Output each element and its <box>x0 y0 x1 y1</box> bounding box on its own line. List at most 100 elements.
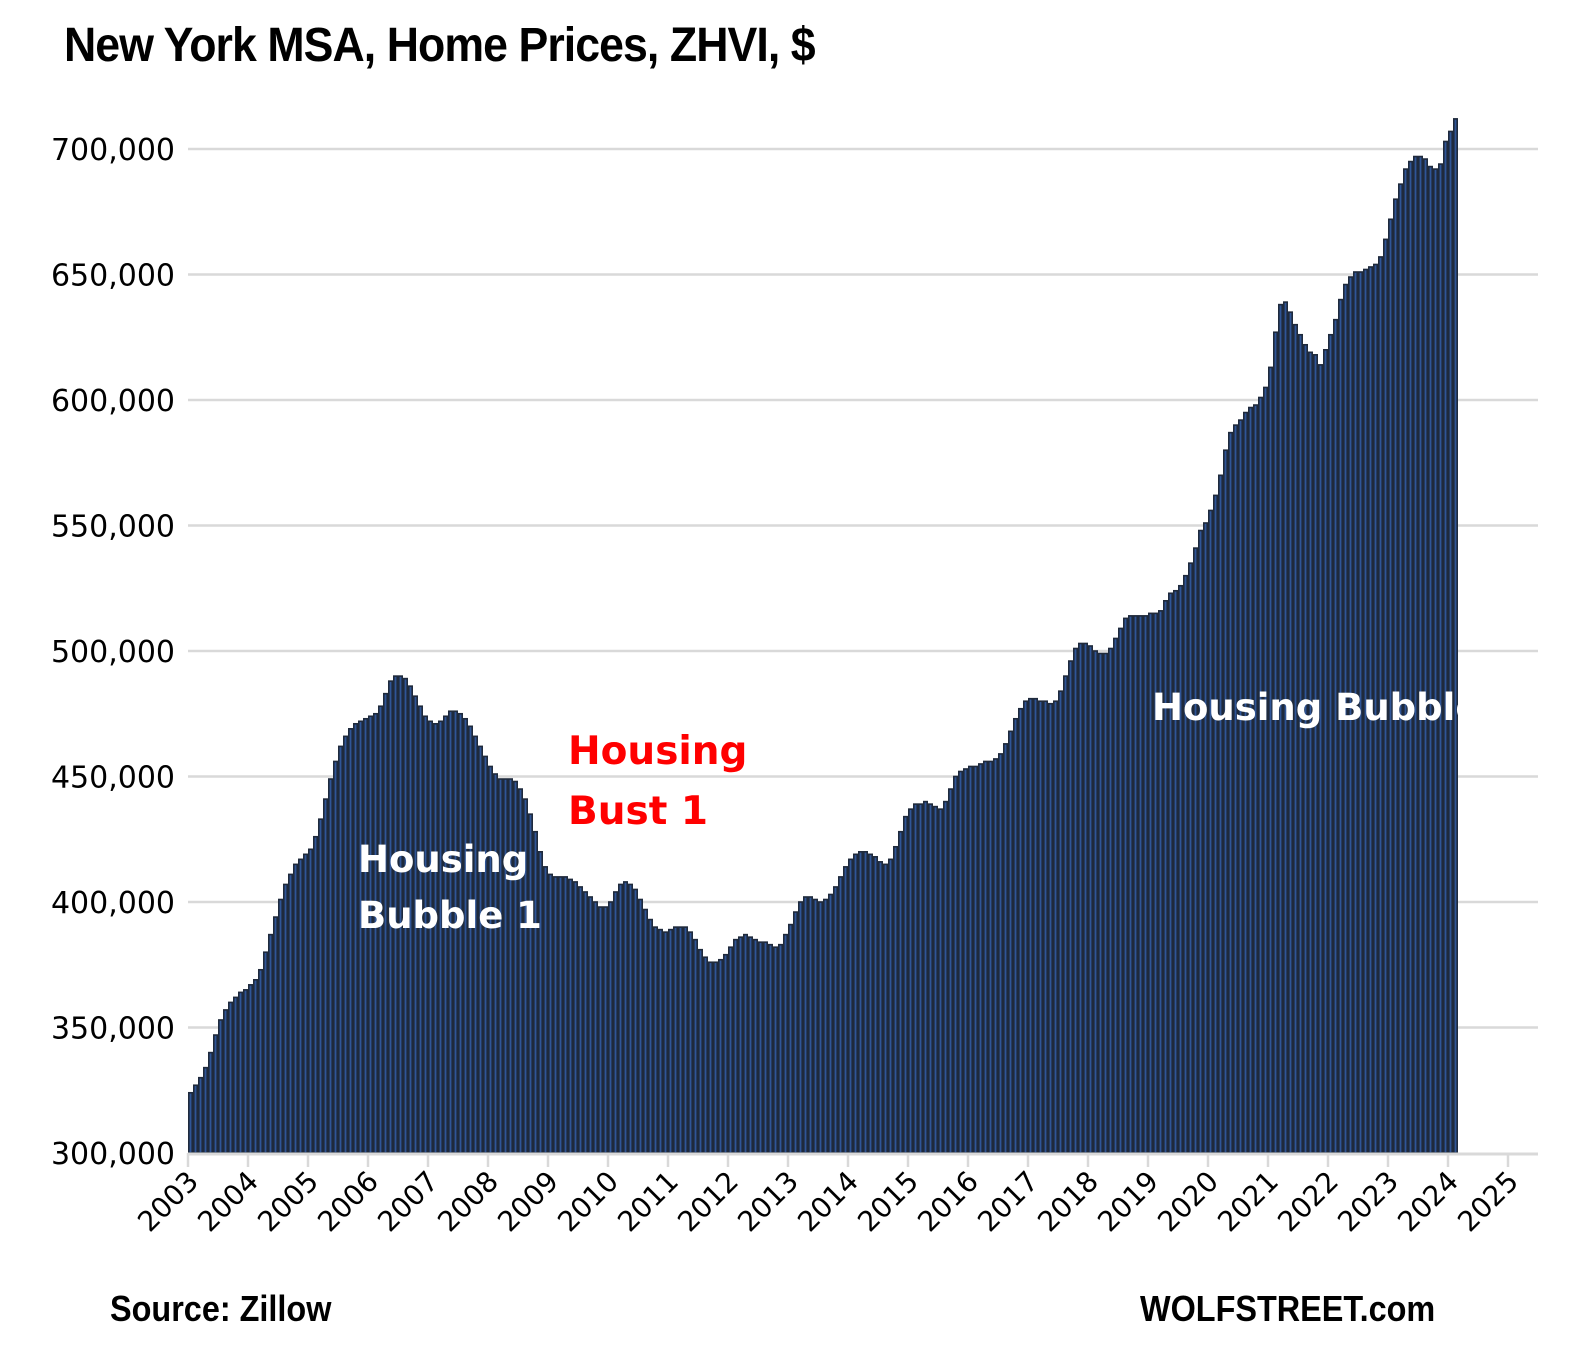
bar <box>777 943 783 1154</box>
bar <box>577 886 583 1154</box>
bar <box>977 763 983 1154</box>
bar <box>527 813 533 1154</box>
bar <box>208 1051 214 1154</box>
bar <box>1103 652 1109 1154</box>
bar <box>982 760 988 1154</box>
bar <box>992 758 998 1154</box>
bar <box>302 853 308 1154</box>
annotation-label: Bust 1 <box>568 789 708 834</box>
bar <box>497 778 503 1154</box>
bar <box>877 861 883 1154</box>
bar <box>1273 331 1279 1154</box>
bar <box>822 898 828 1154</box>
x-tick-label: 2003 <box>131 1165 205 1239</box>
bar <box>1143 615 1149 1154</box>
x-tick-label: 2016 <box>911 1165 985 1239</box>
bar <box>1108 647 1114 1154</box>
bar <box>1408 160 1414 1154</box>
bar <box>233 996 239 1154</box>
bar <box>342 735 348 1154</box>
bar <box>282 883 288 1154</box>
bar <box>1248 406 1254 1154</box>
bar <box>587 896 593 1154</box>
bar <box>312 835 318 1154</box>
bar <box>747 936 753 1154</box>
bar <box>782 933 788 1154</box>
x-tick-label: 2008 <box>431 1165 505 1239</box>
bar <box>188 1091 194 1154</box>
bar <box>627 883 633 1154</box>
bar <box>213 1034 219 1154</box>
bar <box>1083 642 1089 1154</box>
bar <box>727 946 733 1154</box>
bar <box>1093 650 1099 1154</box>
bar <box>952 775 958 1154</box>
bar <box>637 898 643 1154</box>
bar <box>1308 351 1314 1154</box>
bar <box>552 876 558 1154</box>
bar <box>507 778 513 1154</box>
bar <box>1238 419 1244 1154</box>
y-tick-label: 350,000 <box>51 1012 175 1047</box>
bar <box>238 991 244 1154</box>
bar <box>1208 509 1214 1154</box>
x-tick-label: 2006 <box>311 1165 385 1239</box>
annotation-label: Housing <box>358 838 528 881</box>
x-tick-label: 2012 <box>671 1165 745 1239</box>
bar <box>477 745 483 1154</box>
bar <box>882 863 888 1154</box>
bar <box>482 755 488 1154</box>
bar <box>1063 675 1069 1154</box>
bar <box>897 830 903 1154</box>
bar <box>427 720 433 1154</box>
bar <box>1393 198 1399 1154</box>
bar <box>917 803 923 1154</box>
bar <box>1318 364 1324 1154</box>
bar <box>677 926 683 1154</box>
bar <box>607 901 613 1154</box>
bar <box>562 876 568 1154</box>
y-tick-label: 600,000 <box>51 384 175 419</box>
bar <box>652 926 658 1154</box>
bar <box>762 941 768 1154</box>
bar <box>912 803 918 1154</box>
bar <box>732 938 738 1154</box>
source-label: Source: Zillow <box>110 1288 332 1329</box>
y-tick-label: 500,000 <box>51 635 175 670</box>
bar <box>1268 366 1274 1154</box>
bar <box>357 720 363 1154</box>
bar <box>1448 130 1454 1154</box>
bar <box>722 953 728 1154</box>
bar <box>1423 158 1429 1154</box>
bar <box>572 881 578 1154</box>
bar <box>287 873 293 1154</box>
bar <box>1088 645 1094 1154</box>
bar <box>1323 348 1329 1154</box>
chart-title: New York MSA, Home Prices, ZHVI, $ <box>64 19 816 72</box>
bar <box>592 901 598 1154</box>
x-tick-label: 2022 <box>1271 1165 1345 1239</box>
bar <box>1333 318 1339 1154</box>
annotation-label: Housing Bubble 2 <box>1152 686 1519 729</box>
bar <box>1433 168 1439 1154</box>
bar <box>787 923 793 1154</box>
bar <box>1418 155 1424 1154</box>
bar <box>987 760 993 1154</box>
bar <box>317 818 323 1154</box>
bar <box>1028 697 1034 1154</box>
bar <box>267 933 273 1154</box>
bar <box>1073 647 1079 1154</box>
x-tick-label: 2011 <box>611 1165 685 1239</box>
bar <box>437 720 443 1154</box>
bar <box>502 778 508 1154</box>
x-tick-label: 2019 <box>1091 1165 1165 1239</box>
bar <box>657 928 663 1154</box>
bar <box>307 848 313 1154</box>
bar <box>622 881 628 1154</box>
y-tick-label: 400,000 <box>51 886 175 921</box>
bar <box>1298 333 1304 1154</box>
bar <box>1313 354 1319 1154</box>
x-tick-label: 2007 <box>371 1165 445 1239</box>
bar <box>228 1001 234 1154</box>
bar <box>1043 700 1049 1154</box>
